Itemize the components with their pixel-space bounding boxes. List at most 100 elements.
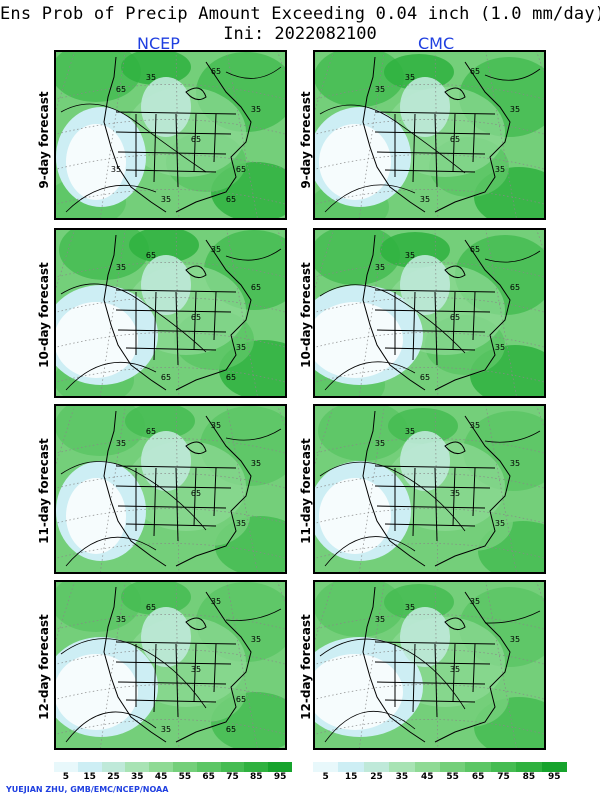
colorbar-label: 25 bbox=[370, 772, 383, 782]
contour-label: 35 bbox=[375, 85, 385, 94]
contour-label: 65 bbox=[226, 725, 236, 734]
colorbar-swatch bbox=[244, 762, 269, 772]
contour-label: 65 bbox=[470, 67, 480, 76]
chart-title: Ens Prob of Precip Amount Exceeding 0.04… bbox=[0, 4, 600, 24]
precip-map: 65 35 35 35 65 35 bbox=[56, 406, 285, 572]
colorbar-label: 55 bbox=[446, 772, 459, 782]
contour-label: 65 bbox=[251, 283, 261, 292]
contour-label: 35 bbox=[111, 165, 121, 174]
colorbar-swatch bbox=[54, 762, 78, 772]
map-panel-cmc-9day: 35 65 35 35 65 35 35 bbox=[313, 50, 546, 220]
contour-label: 65 bbox=[236, 165, 246, 174]
colorbar-label: 65 bbox=[471, 772, 485, 782]
row-label-11day: 11-day forecast bbox=[37, 438, 51, 544]
precip-map: 35 35 35 35 35 bbox=[315, 582, 544, 748]
contour-label: 35 bbox=[405, 73, 415, 82]
contour-label: 65 bbox=[191, 489, 201, 498]
precip-map: 35 35 35 35 35 35 bbox=[315, 406, 544, 572]
map-panel-ncep-10day: 65 35 35 65 65 35 65 65 bbox=[54, 228, 287, 398]
colorbar-right-labels: 5 15 25 35 45 55 65 75 85 95 bbox=[313, 772, 567, 784]
init-time: Ini: 2022082100 bbox=[223, 24, 377, 44]
colorbar-label: 15 bbox=[344, 772, 358, 782]
precip-map: 35 65 65 35 65 65 35 65 35 bbox=[56, 52, 285, 218]
colorbar-label: 75 bbox=[497, 772, 510, 782]
column-header-ncep: NCEP bbox=[137, 34, 180, 53]
contour-label: 35 bbox=[116, 439, 126, 448]
contour-label: 35 bbox=[211, 597, 221, 606]
contour-label: 35 bbox=[236, 343, 246, 352]
row-label-9day: 9-day forecast bbox=[37, 91, 51, 189]
contour-label: 35 bbox=[251, 635, 261, 644]
contour-label: 65 bbox=[116, 85, 126, 94]
contour-label: 35 bbox=[375, 615, 385, 624]
colorbar-swatch bbox=[389, 762, 415, 772]
contour-label: 35 bbox=[251, 459, 261, 468]
colorbar-swatch bbox=[220, 762, 245, 772]
precip-map: 35 65 35 35 65 35 35 bbox=[315, 52, 544, 218]
contour-label: 35 bbox=[236, 519, 246, 528]
map-panel-ncep-12day: 65 35 35 35 35 65 35 65 bbox=[54, 580, 287, 750]
colorbar-label: 25 bbox=[107, 772, 120, 782]
contour-label: 35 bbox=[375, 439, 385, 448]
contour-label: 35 bbox=[510, 635, 520, 644]
contour-label: 65 bbox=[146, 251, 156, 260]
contour-label: 65 bbox=[161, 373, 171, 382]
contour-label: 35 bbox=[116, 263, 126, 272]
contour-label: 65 bbox=[450, 135, 460, 144]
contour-label: 35 bbox=[495, 343, 505, 352]
contour-label: 35 bbox=[405, 603, 415, 612]
contour-label: 35 bbox=[495, 165, 505, 174]
colorbar-label: 45 bbox=[421, 772, 434, 782]
contour-label: 35 bbox=[450, 489, 460, 498]
colorbar-label: 95 bbox=[273, 772, 287, 782]
colorbar-swatch bbox=[149, 762, 173, 772]
colorbar-label: 95 bbox=[548, 772, 561, 782]
contour-label: 65 bbox=[146, 603, 156, 612]
contour-label: 35 bbox=[211, 421, 221, 430]
contour-label: 35 bbox=[251, 105, 261, 114]
map-panel-ncep-9day: 35 65 65 35 65 65 35 65 35 bbox=[54, 50, 287, 220]
map-panel-cmc-10day: 35 65 35 65 65 35 65 bbox=[313, 228, 546, 398]
contour-label: 65 bbox=[211, 67, 221, 76]
colorbar-swatch bbox=[196, 762, 221, 772]
colorbar-swatch bbox=[541, 762, 568, 772]
contour-label: 65 bbox=[236, 695, 246, 704]
precip-map: 35 65 35 65 65 35 65 bbox=[315, 230, 544, 396]
contour-label: 35 bbox=[211, 245, 221, 254]
colorbar-left bbox=[54, 762, 292, 772]
precip-map: 65 35 35 65 65 35 65 65 bbox=[56, 230, 285, 396]
colorbar-label: 55 bbox=[178, 772, 192, 782]
colorbar-swatch bbox=[77, 762, 102, 772]
contour-label: 35 bbox=[191, 665, 201, 674]
contour-label: 35 bbox=[375, 263, 385, 272]
colorbar-swatch bbox=[414, 762, 441, 772]
contour-label: 65 bbox=[191, 313, 201, 322]
map-panel-ncep-11day: 65 35 35 35 65 35 bbox=[54, 404, 287, 574]
colorbar-swatch bbox=[490, 762, 517, 772]
contour-label: 65 bbox=[191, 135, 201, 144]
contour-label: 65 bbox=[226, 195, 236, 204]
colorbar-right bbox=[313, 762, 568, 772]
colorbar-label: 85 bbox=[250, 772, 263, 782]
colorbar-label: 5 bbox=[62, 772, 70, 782]
contour-label: 35 bbox=[405, 427, 415, 436]
contour-label: 65 bbox=[450, 313, 460, 322]
contour-label: 35 bbox=[116, 615, 126, 624]
contour-label: 65 bbox=[146, 427, 156, 436]
colorbar-swatch bbox=[516, 762, 542, 772]
contour-label: 35 bbox=[420, 195, 430, 204]
precip-map: 65 35 35 35 35 65 35 65 bbox=[56, 582, 285, 748]
colorbar-swatch bbox=[101, 762, 126, 772]
colorbar-label: 75 bbox=[226, 772, 239, 782]
map-panel-cmc-11day: 35 35 35 35 35 35 bbox=[313, 404, 546, 574]
credit-line: YUEJIAN ZHU, GMB/EMC/NCEP/NOAA bbox=[6, 785, 169, 794]
colorbar-swatch bbox=[363, 762, 390, 772]
colorbar-swatch bbox=[338, 762, 364, 772]
row-label-12day: 12-day forecast bbox=[37, 614, 51, 720]
colorbar-swatch bbox=[313, 762, 339, 772]
row-label-10day: 10-day forecast bbox=[37, 262, 51, 368]
colorbar-swatch bbox=[172, 762, 197, 772]
contour-label: 35 bbox=[161, 195, 171, 204]
contour-label: 35 bbox=[470, 421, 480, 430]
contour-label: 35 bbox=[510, 459, 520, 468]
